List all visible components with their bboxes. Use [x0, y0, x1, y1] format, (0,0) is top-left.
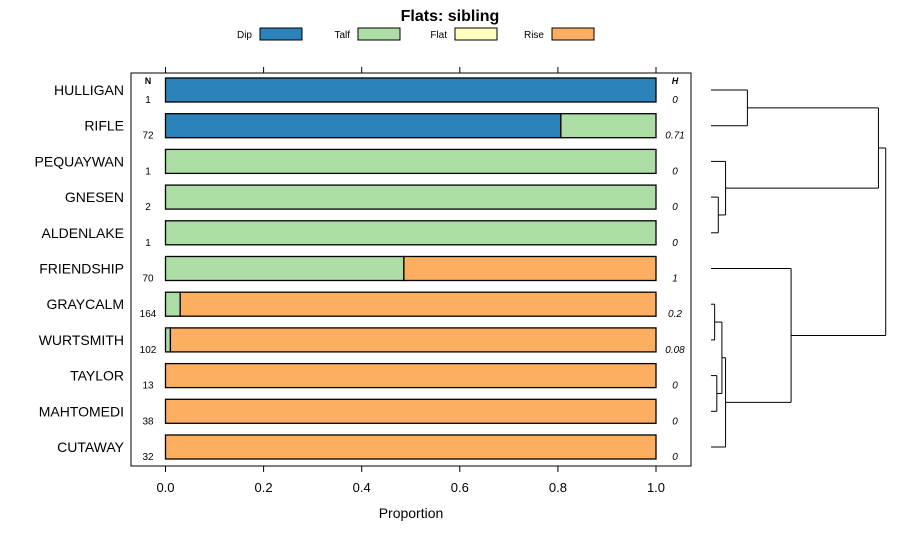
- bar-segment-talf: [164, 291, 181, 317]
- bar-row: GRAYCALM 164 0.2: [46, 291, 682, 320]
- bar-row: ALDENLAKE 1 0: [42, 220, 678, 249]
- h-value: 0: [672, 166, 678, 177]
- n-value: 38: [142, 416, 154, 427]
- bar-segment-talf: [164, 220, 657, 246]
- bar-segment-talf: [164, 148, 657, 175]
- bar-segment-dip: [164, 77, 657, 103]
- bar-row: TAYLOR 13 0: [70, 362, 678, 392]
- bar-segment-rise: [164, 398, 657, 424]
- bar-row: FRIENDSHIP 70 1: [39, 255, 678, 285]
- x-tick-label: 0.2: [255, 480, 273, 495]
- h-value: 0.08: [665, 345, 685, 356]
- n-value: 2: [145, 202, 151, 213]
- bar-row: GNESEN 2 0: [65, 184, 678, 213]
- bar-row: CUTAWAY 32 0: [57, 434, 678, 463]
- bar-row: WURTSMITH 102 0.08: [39, 327, 685, 356]
- n-value: 1: [145, 238, 151, 249]
- row-label: GRAYCALM: [46, 296, 124, 312]
- h-value: 0.2: [668, 309, 682, 320]
- h-value: 0: [672, 452, 678, 463]
- row-label: CUTAWAY: [57, 439, 125, 455]
- legend-label-flat: Flat: [430, 30, 447, 41]
- h-value: 0.71: [665, 131, 684, 142]
- h-column-header: H: [672, 76, 679, 86]
- x-tick-label: 0.0: [156, 480, 174, 495]
- row-label: ALDENLAKE: [42, 225, 124, 241]
- n-column-header: N: [145, 76, 152, 86]
- n-value: 72: [142, 131, 154, 142]
- h-value: 0: [672, 202, 678, 213]
- bar-rows: HULLIGAN 1 0 RIFLE 72 0.71 PEQUAYWAN 1 0 GNESEN 2 0…: [35, 77, 685, 463]
- h-value: 1: [672, 274, 678, 285]
- legend-label-rise: Rise: [524, 30, 544, 41]
- legend-swatch-dip: [259, 27, 303, 41]
- h-value: 0: [672, 95, 678, 106]
- row-label: HULLIGAN: [54, 82, 124, 98]
- bar-segment-rise: [164, 362, 657, 389]
- bar-segment-rise: [169, 327, 657, 353]
- n-value: 32: [142, 452, 154, 463]
- h-value: 0: [672, 416, 678, 427]
- bar-segment-talf: [560, 113, 657, 139]
- x-tick-label: 0.6: [451, 480, 469, 495]
- legend-label-dip: Dip: [237, 30, 252, 41]
- legend-label-talf: Talf: [334, 30, 350, 41]
- row-label: TAYLOR: [70, 368, 124, 384]
- legend-swatch-talf: [357, 27, 401, 41]
- bar-segment-talf: [164, 327, 172, 353]
- n-value: 70: [142, 274, 154, 285]
- bar-segment-rise: [403, 255, 657, 282]
- bar-segment-rise: [164, 434, 657, 460]
- row-label: RIFLE: [84, 118, 124, 134]
- n-value: 164: [140, 309, 157, 320]
- legend-swatch-flat: [454, 27, 498, 41]
- bar-segment-talf: [164, 184, 657, 210]
- n-value: 1: [145, 95, 151, 106]
- x-tick-label: 1.0: [647, 480, 665, 495]
- n-value: 13: [142, 381, 154, 392]
- row-label: FRIENDSHIP: [39, 261, 124, 277]
- legend-swatch-rise: [551, 27, 595, 41]
- x-axis-title: Proportion: [379, 505, 444, 521]
- h-value: 0: [672, 238, 678, 249]
- row-label: PEQUAYWAN: [35, 153, 124, 169]
- bar-segment-dip: [164, 113, 562, 139]
- bar-row: MAHTOMEDI 38 0: [39, 398, 678, 427]
- row-label: MAHTOMEDI: [39, 403, 124, 419]
- chart-title: Flats: sibling: [401, 8, 500, 25]
- bar-row: HULLIGAN 1 0: [54, 77, 678, 106]
- h-value: 0: [672, 381, 678, 392]
- bar-segment-rise: [179, 291, 657, 317]
- row-label: GNESEN: [65, 189, 124, 205]
- n-value: 102: [140, 345, 157, 356]
- dendrogram: [711, 89, 887, 448]
- n-value: 1: [145, 166, 151, 177]
- x-axis-ticks: 0.0 0.2 0.4 0.6 0.8 1.0: [156, 67, 665, 495]
- bar-row: PEQUAYWAN 1 0: [35, 148, 678, 177]
- bar-segment-talf: [164, 255, 405, 282]
- plot-frame: [130, 72, 692, 467]
- legend: Dip Talf Flat Rise: [237, 27, 595, 41]
- bar-row: RIFLE 72 0.71: [84, 113, 685, 142]
- x-tick-label: 0.4: [353, 480, 371, 495]
- x-tick-label: 0.8: [549, 480, 567, 495]
- row-label: WURTSMITH: [39, 332, 124, 348]
